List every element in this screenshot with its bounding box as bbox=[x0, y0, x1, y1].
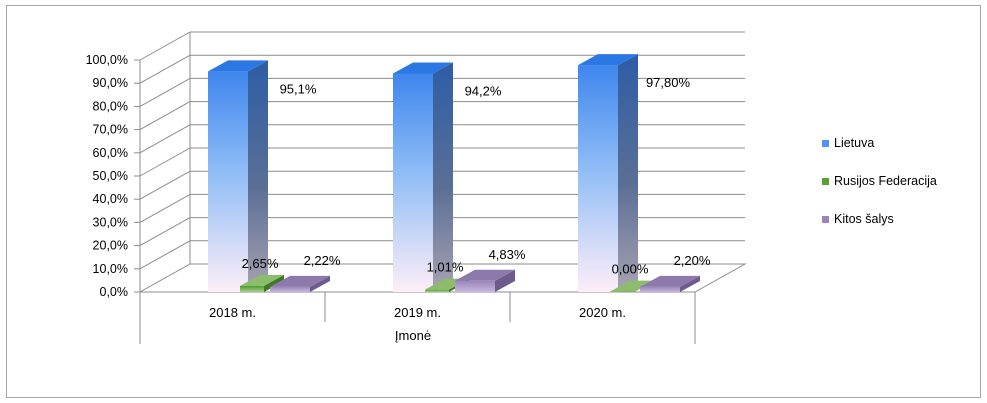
legend-item: Kitos šalys bbox=[822, 212, 894, 226]
y-tick-label: 10,0% bbox=[93, 262, 128, 276]
gridline-diagonal bbox=[139, 217, 191, 247]
bar-0-0 bbox=[208, 60, 268, 293]
bar-2-2 bbox=[640, 275, 700, 292]
data-label: 1,01% bbox=[427, 260, 464, 275]
bar-1-0-front bbox=[240, 285, 264, 292]
data-label: 94,2% bbox=[465, 83, 502, 98]
y-tick-label: 90,0% bbox=[93, 76, 128, 90]
y-tick-label: 30,0% bbox=[93, 215, 128, 229]
data-label: 97,80% bbox=[646, 75, 691, 90]
gridline-diagonal bbox=[139, 124, 191, 154]
x-tick-label: 2019 m. bbox=[394, 305, 441, 320]
bar-2-0-side bbox=[310, 275, 330, 292]
bar-2-0-front bbox=[270, 286, 310, 292]
bar-0-2-side bbox=[618, 54, 638, 292]
data-label: 2,65% bbox=[242, 256, 279, 271]
y-tick-label: 100,0% bbox=[86, 53, 128, 67]
bar-0-2-front bbox=[578, 65, 618, 292]
bar-2-0-top bbox=[270, 275, 330, 287]
bar-0-1-front bbox=[393, 73, 433, 293]
data-label: 2,22% bbox=[304, 253, 341, 268]
gridline-diagonal bbox=[139, 147, 191, 177]
bar-2-1-side bbox=[495, 269, 515, 292]
legend-item: Lietuva bbox=[822, 136, 874, 150]
legend-label: Kitos šalys bbox=[834, 212, 894, 226]
legend-swatch bbox=[822, 216, 829, 223]
y-tick-label: 40,0% bbox=[93, 192, 128, 206]
x-axis-title: Įmonė bbox=[395, 328, 431, 343]
gridline-diagonal bbox=[139, 193, 191, 223]
data-label: 95,1% bbox=[280, 81, 317, 96]
bar-0-0-front bbox=[208, 71, 248, 292]
bar-0-0-side bbox=[248, 60, 268, 293]
bar-0-1 bbox=[393, 62, 453, 293]
bar-1-0-side bbox=[264, 274, 284, 292]
data-label: 0,00% bbox=[612, 262, 649, 277]
bar-1-1-front bbox=[425, 289, 449, 292]
y-tick-label: 20,0% bbox=[93, 239, 128, 253]
data-label: 4,83% bbox=[489, 247, 526, 262]
legend-label: Rusijos Federacija bbox=[834, 174, 937, 188]
legend-label: Lietuva bbox=[834, 136, 874, 150]
chart-frame bbox=[6, 5, 981, 398]
y-tick-label: 80,0% bbox=[93, 99, 128, 113]
y-tick-label: 70,0% bbox=[93, 123, 128, 137]
gridline-diagonal bbox=[139, 170, 191, 200]
legend-swatch bbox=[822, 140, 829, 147]
legend-item: Rusijos Federacija bbox=[822, 174, 937, 188]
bar-0-0-top bbox=[208, 60, 268, 72]
bar-0-2 bbox=[578, 54, 638, 292]
bar-1-0-top bbox=[240, 274, 284, 286]
bar-2-1 bbox=[455, 269, 515, 292]
bar-0-1-side bbox=[433, 62, 453, 293]
bar-2-1-front bbox=[455, 280, 495, 292]
bar-2-2-side bbox=[680, 275, 700, 292]
gridline-diagonal bbox=[139, 77, 191, 107]
y-tick-label: 60,0% bbox=[93, 146, 128, 160]
bar-2-1-top bbox=[455, 269, 515, 281]
bar-2-2-front bbox=[640, 286, 680, 292]
bar-2-2-top bbox=[640, 275, 700, 287]
data-label: 2,20% bbox=[674, 253, 711, 268]
bar-0-1-top bbox=[393, 62, 453, 74]
x-tick-label: 2018 m. bbox=[209, 305, 256, 320]
bar-1-2-top bbox=[610, 280, 654, 292]
y-tick-label: 0,0% bbox=[100, 285, 129, 299]
x-tick-label: 2020 m. bbox=[579, 305, 626, 320]
bar-0-2-top bbox=[578, 54, 638, 66]
legend-swatch bbox=[822, 178, 829, 185]
bar-1-0 bbox=[240, 274, 284, 292]
gridline-diagonal bbox=[139, 54, 191, 84]
gridline-diagonal bbox=[139, 31, 191, 61]
y-tick-label: 50,0% bbox=[93, 169, 128, 183]
gridline-diagonal bbox=[139, 240, 191, 270]
bar-2-0 bbox=[270, 275, 330, 292]
gridline-diagonal bbox=[139, 101, 191, 131]
